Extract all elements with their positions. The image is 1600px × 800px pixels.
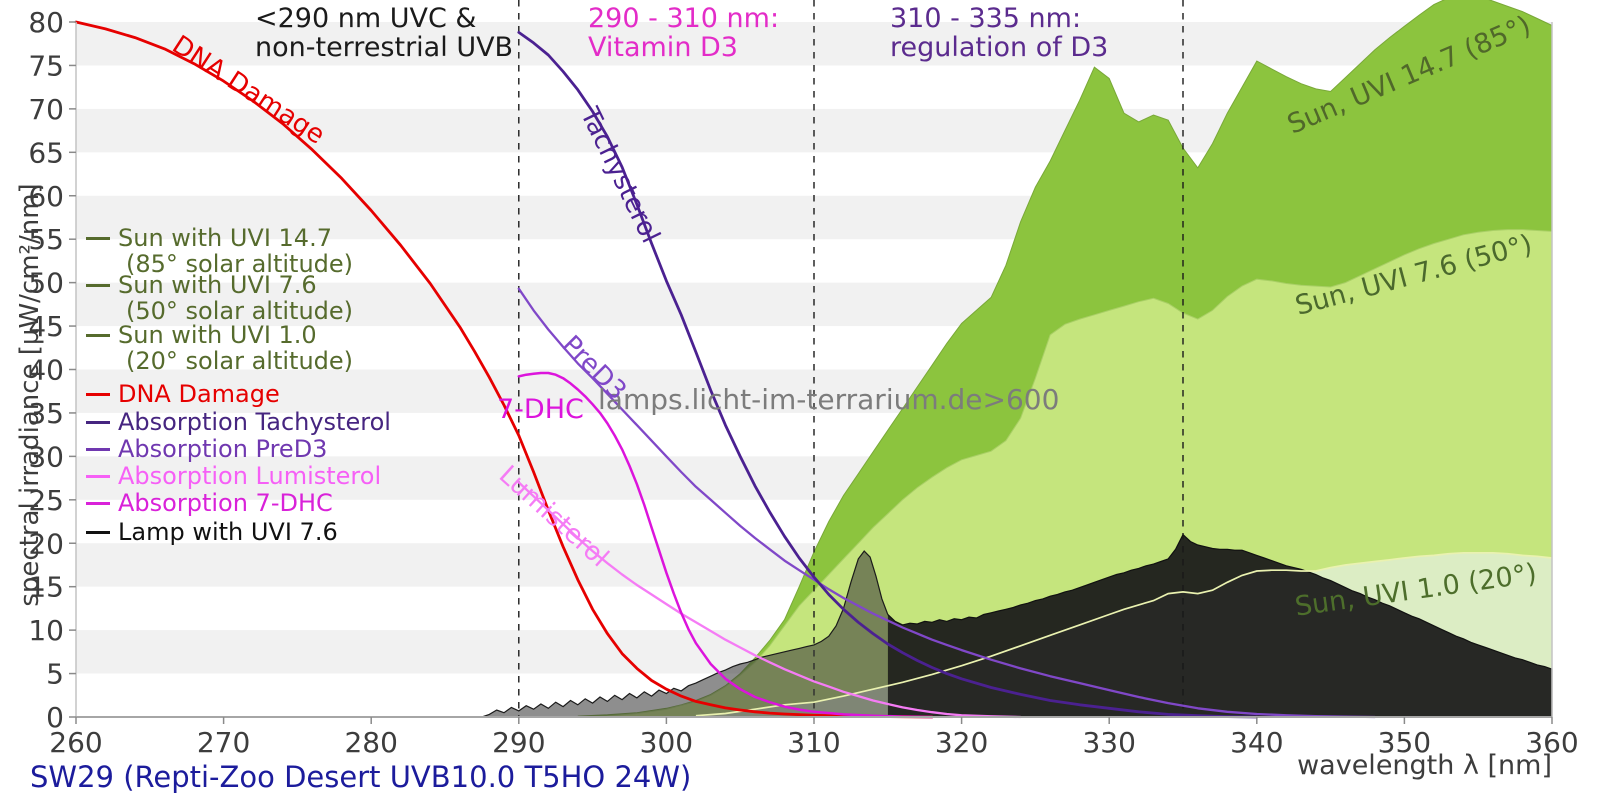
legend-entry: DNA Damage — [86, 381, 280, 407]
legend-entry: Sun with UVI 14.7 (85° solar altitude) — [86, 225, 353, 277]
legend-entry: Sun with UVI 1.0 (20° solar altitude) — [86, 322, 353, 374]
legend-swatch — [86, 501, 110, 505]
curve-pred3 — [517, 287, 1377, 719]
legend-sublabel: (85° solar altitude) — [126, 250, 354, 278]
x-tick-label: 350 — [1378, 726, 1431, 759]
annotation-vitamin-d3-region: 290 - 310 nm: Vitamin D3 — [588, 4, 779, 62]
chart-title: SW29 (Repti-Zoo Desert UVB10.0 T5HO 24W) — [30, 760, 692, 794]
annotation-line: 310 - 335 nm: — [890, 3, 1082, 34]
legend-entry: Absorption PreD3 — [86, 436, 327, 462]
annotation-line: regulation of D3 — [890, 32, 1109, 63]
x-tick-label: 340 — [1230, 726, 1283, 759]
legend-label: Absorption Tachysterol — [118, 408, 391, 436]
area-sun-uvi-7-6-edge — [607, 229, 1553, 717]
y-tick-label: 70 — [28, 93, 64, 126]
annotation-line: Vitamin D3 — [588, 32, 738, 63]
x-tick-label: 320 — [935, 726, 988, 759]
legend-swatch — [86, 392, 110, 396]
legend-swatch — [86, 447, 110, 451]
legend-label: Lamp with UVI 7.6 — [118, 518, 338, 546]
y-tick-label: 40 — [28, 354, 64, 387]
y-tick-label: 65 — [28, 136, 64, 169]
legend-swatch — [86, 236, 110, 240]
area-sun-uvi-14-7-edge — [577, 0, 1553, 717]
x-tick-label: 270 — [197, 726, 250, 759]
legend-entry: Sun with UVI 7.6 (50° solar altitude) — [86, 272, 353, 324]
y-axis-title: spectral irradiance [µW/cm²/nm] — [15, 183, 45, 607]
lamp-gray-outline — [481, 550, 889, 718]
legend-entry: Lamp with UVI 7.6 — [86, 519, 338, 545]
x-tick-label: 360 — [1525, 726, 1578, 759]
legend-label: Absorption Lumisterol — [118, 462, 382, 490]
annotation-regulation-region: 310 - 335 nm: regulation of D3 — [890, 4, 1108, 62]
y-tick-label: 45 — [28, 310, 64, 343]
legend-swatch — [86, 530, 110, 534]
x-tick-label: 330 — [1082, 726, 1135, 759]
curve-label-7dhc: 7-DHC — [497, 394, 584, 425]
x-tick-label: 290 — [492, 726, 545, 759]
legend-swatch — [86, 420, 110, 424]
x-axis-title: wavelength λ [nm] — [1297, 750, 1552, 781]
legend-entry: Absorption Tachysterol — [86, 409, 391, 435]
x-tick-label: 310 — [787, 726, 840, 759]
legend-label: DNA Damage — [118, 380, 280, 408]
legend-entry: Absorption Lumisterol — [86, 463, 381, 489]
legend-label: Sun with UVI 14.7 — [118, 224, 332, 252]
y-tick-label: 15 — [28, 571, 64, 604]
legend-swatch — [86, 333, 110, 337]
y-tick-label: 55 — [28, 223, 64, 256]
area-lamp-gray-section — [481, 551, 888, 717]
y-tick-label: 60 — [28, 180, 64, 213]
curve-dna-damage — [74, 20, 934, 719]
legend-label: Sun with UVI 7.6 — [118, 271, 317, 299]
annotation-line: non-terrestrial UVB — [255, 32, 514, 63]
legend-entry: Absorption 7-DHC — [86, 490, 333, 516]
legend-swatch — [86, 283, 110, 287]
curve-tachysterol — [517, 31, 1259, 719]
y-tick-label: 5 — [46, 658, 64, 691]
y-tick-label: 20 — [28, 527, 64, 560]
y-tick-label: 80 — [28, 6, 64, 39]
y-tick-label: 30 — [28, 440, 64, 473]
legend-sublabel: (50° solar altitude) — [126, 297, 354, 325]
annotation-uvc-region: <290 nm UVC & non-terrestrial UVB — [255, 4, 513, 62]
curve-7dhc — [517, 371, 934, 719]
area-lamp-black-section — [887, 534, 1552, 717]
legend-label: Absorption PreD3 — [118, 435, 328, 463]
legend-swatch — [86, 474, 110, 478]
y-tick-label: 10 — [28, 614, 64, 647]
y-tick-label: 25 — [28, 484, 64, 517]
watermark: lamps.licht-im-terrarium.de>600 — [598, 383, 1060, 416]
y-tick-label: 50 — [28, 267, 64, 300]
line-sun-uvi-1-0-edge — [695, 551, 1553, 717]
x-tick-label: 300 — [640, 726, 693, 759]
lamp-black-outline — [887, 533, 1553, 717]
y-tick-label: 0 — [46, 701, 64, 734]
y-tick-label: 75 — [28, 49, 64, 82]
legend-sublabel: (20° solar altitude) — [126, 347, 354, 375]
y-tick-label: 35 — [28, 397, 64, 430]
x-tick-label: 260 — [49, 726, 102, 759]
legend-label: Sun with UVI 1.0 — [118, 321, 317, 349]
curve-lumisterol — [517, 481, 1022, 719]
annotation-line: <290 nm UVC & — [255, 3, 477, 34]
x-tick-label: 280 — [344, 726, 397, 759]
legend-label: Absorption 7-DHC — [118, 489, 333, 517]
annotation-line: 290 - 310 nm: — [588, 3, 780, 34]
